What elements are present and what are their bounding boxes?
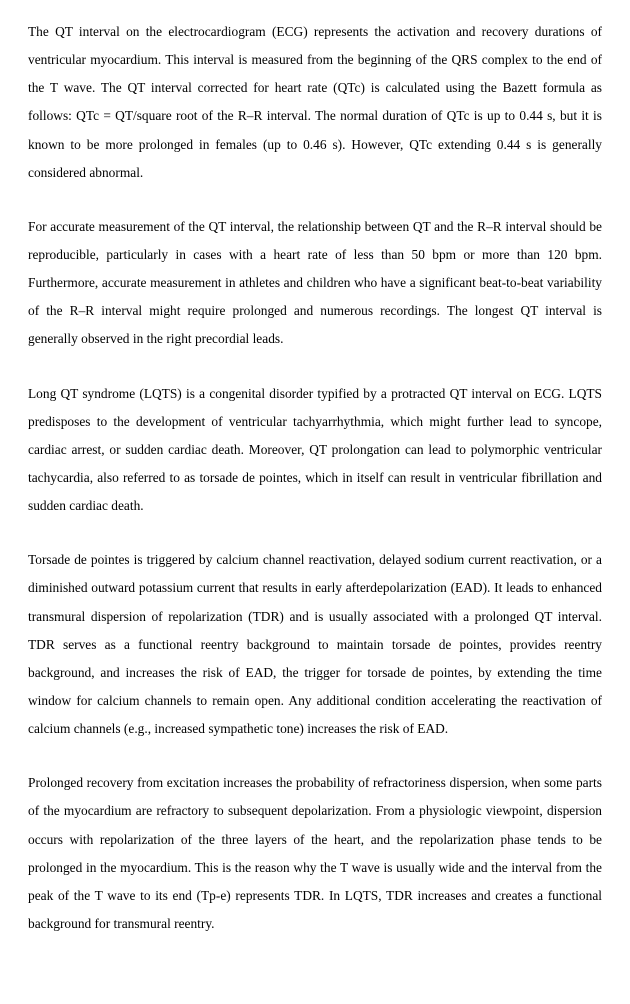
paragraph: Prolonged recovery from excitation incre… bbox=[28, 769, 602, 938]
document-page: The QT interval on the electrocardiogram… bbox=[0, 0, 630, 1004]
paragraph: For accurate measurement of the QT inter… bbox=[28, 213, 602, 354]
paragraph: Long QT syndrome (LQTS) is a congenital … bbox=[28, 380, 602, 521]
paragraph: The QT interval on the electrocardiogram… bbox=[28, 18, 602, 187]
paragraph: Torsade de pointes is triggered by calci… bbox=[28, 546, 602, 743]
